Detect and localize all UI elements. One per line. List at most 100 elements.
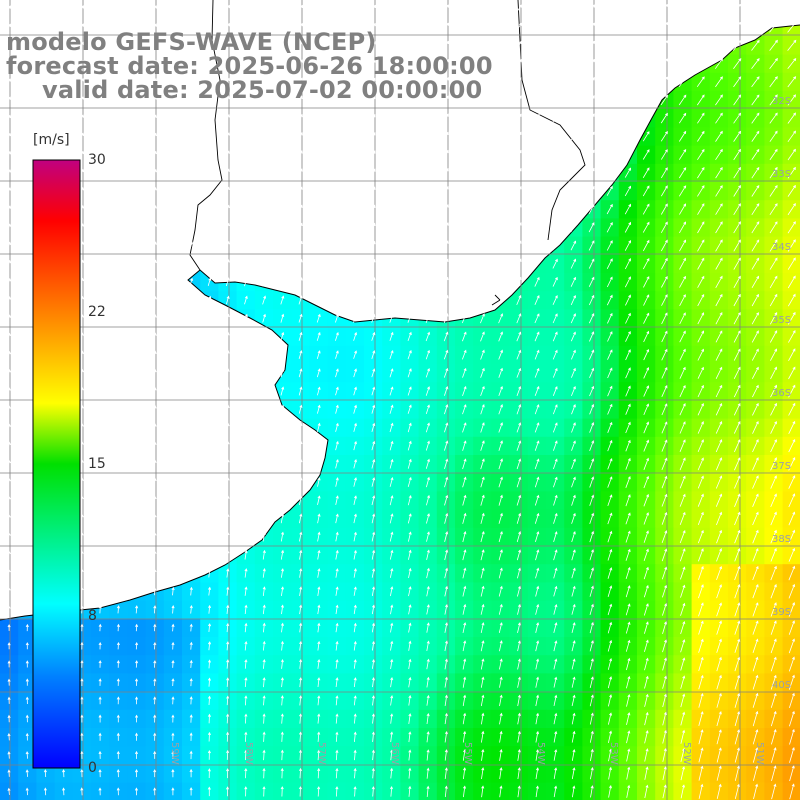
wind-arrow xyxy=(135,532,139,541)
wind-arrow xyxy=(98,550,102,559)
wind-arrow xyxy=(98,259,102,268)
wind-arrow xyxy=(570,204,577,214)
wind-arrow xyxy=(226,622,230,633)
wind-arrow xyxy=(207,332,212,341)
wind-arrow xyxy=(80,295,84,304)
wind-arrow xyxy=(317,749,321,761)
wind-arrow xyxy=(7,96,11,104)
wind-arrow xyxy=(661,385,668,397)
wind-arrow xyxy=(335,440,339,451)
wind-arrow xyxy=(788,565,796,581)
wind-arrow xyxy=(425,95,431,105)
wind-arrow xyxy=(678,185,687,197)
wind-arrow xyxy=(225,59,230,68)
wind-arrow xyxy=(461,22,467,32)
wind-arrow xyxy=(697,203,705,215)
wind-arrow xyxy=(606,22,614,32)
wind-arrow xyxy=(787,221,796,234)
wind-arrow xyxy=(98,750,102,759)
wind-arrow xyxy=(608,712,613,725)
wind-arrow xyxy=(25,714,29,723)
wind-arrow xyxy=(789,783,795,800)
wind-arrow xyxy=(7,751,11,759)
wind-arrow xyxy=(425,40,431,50)
wind-arrow xyxy=(752,402,759,416)
wind-arrow xyxy=(444,404,449,415)
wind-arrow xyxy=(497,186,504,196)
wind-arrow xyxy=(26,223,30,231)
wind-arrow xyxy=(517,603,521,615)
wind-arrow xyxy=(62,23,66,31)
wind-arrow xyxy=(770,493,777,508)
wind-arrow xyxy=(480,422,485,433)
wind-arrow xyxy=(98,150,102,158)
wind-arrow xyxy=(171,23,175,31)
wind-arrow xyxy=(153,277,157,286)
wind-arrow xyxy=(570,95,577,105)
wind-arrow xyxy=(117,332,121,341)
wind-arrow xyxy=(661,439,668,452)
wind-arrow xyxy=(390,767,394,779)
wind-arrow xyxy=(299,531,303,542)
wind-arrow xyxy=(607,312,613,324)
wind-arrow xyxy=(752,384,759,398)
wind-arrow xyxy=(407,240,412,251)
field-cell xyxy=(728,236,747,256)
wind-arrow xyxy=(425,440,430,451)
wind-arrow xyxy=(353,659,357,669)
wind-arrow xyxy=(534,458,540,470)
wind-arrow xyxy=(662,657,667,671)
wind-arrow xyxy=(25,350,30,359)
wind-arrow xyxy=(661,475,668,489)
wind-arrow xyxy=(334,59,339,68)
wind-arrow xyxy=(788,602,796,617)
wind-arrow xyxy=(280,658,284,669)
wind-arrow xyxy=(244,386,248,396)
wind-arrow xyxy=(770,656,777,672)
wind-arrow xyxy=(535,749,539,761)
wind-arrow xyxy=(571,730,576,743)
wind-arrow xyxy=(116,23,121,31)
wind-arrow xyxy=(7,532,11,541)
wind-arrow xyxy=(153,314,157,322)
wind-arrow xyxy=(425,204,431,214)
wind-arrow xyxy=(498,567,503,579)
wind-arrow xyxy=(443,95,449,105)
wind-arrow xyxy=(207,586,212,596)
wind-arrow xyxy=(262,240,267,250)
wind-arrow xyxy=(62,41,66,49)
wind-arrow xyxy=(298,240,303,250)
colorbar-tick: 30 xyxy=(88,152,106,168)
wind-arrow xyxy=(625,439,631,452)
wind-arrow xyxy=(498,367,503,378)
wind-arrow xyxy=(189,96,194,104)
wind-arrow xyxy=(25,314,30,322)
field-cell xyxy=(582,254,602,274)
wind-arrow xyxy=(787,130,796,143)
wind-arrow xyxy=(571,440,576,451)
wind-arrow xyxy=(444,440,449,451)
wind-arrow xyxy=(716,765,722,781)
wind-arrow xyxy=(733,402,741,416)
wind-arrow xyxy=(43,5,48,13)
wind-arrow xyxy=(660,76,668,87)
wind-arrow xyxy=(44,114,48,122)
wind-arrow xyxy=(298,767,303,779)
wind-arrow xyxy=(426,676,430,688)
wind-arrow xyxy=(389,368,394,378)
wind-arrow xyxy=(570,186,576,196)
wind-arrow xyxy=(516,440,522,451)
wind-arrow xyxy=(262,622,266,633)
field-cell xyxy=(728,254,747,274)
wind-arrow xyxy=(642,257,650,270)
lon-label: 59W xyxy=(169,742,180,765)
wind-arrow xyxy=(788,583,796,599)
wind-arrow xyxy=(116,59,121,67)
wind-arrow xyxy=(733,330,741,343)
wind-arrow xyxy=(644,784,649,799)
field-cell xyxy=(600,273,620,292)
field-cell xyxy=(764,418,784,438)
wind-arrow xyxy=(461,40,467,50)
wind-arrow xyxy=(262,767,266,779)
colorbar-tick: 22 xyxy=(88,304,106,320)
